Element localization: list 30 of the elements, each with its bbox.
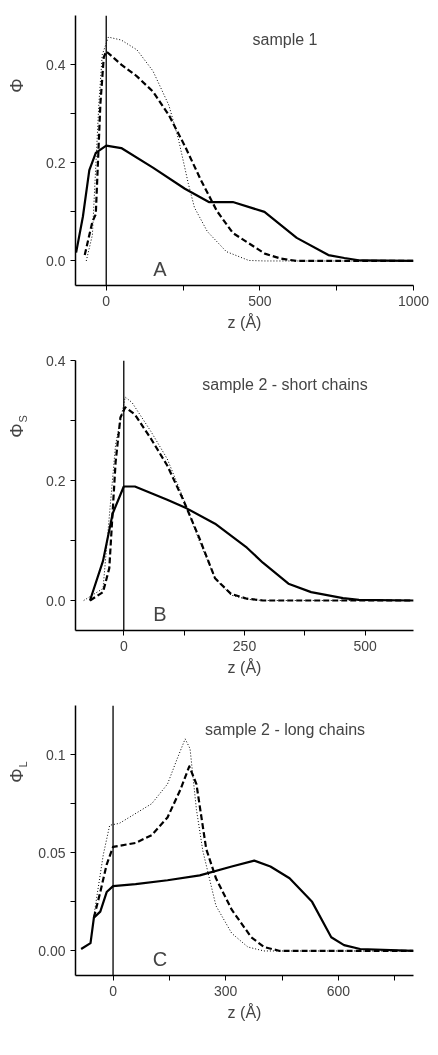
annotation: A <box>153 258 168 281</box>
x-tick-label: 0 <box>102 292 111 309</box>
x-tick-label: 0 <box>109 982 118 999</box>
x-tick-label: 0 <box>119 637 128 654</box>
x-axis-title: z (Å) <box>227 1002 262 1021</box>
x-axis-title: z (Å) <box>227 312 262 331</box>
x-tick-label: 250 <box>232 637 257 654</box>
annotation: sample 2 - long chains <box>205 720 366 738</box>
y-axis-title: ΦL <box>6 761 29 783</box>
x-axis-title: z (Å) <box>227 657 262 676</box>
y-tick-label: 0.4 <box>46 352 66 369</box>
annotation: sample 1 <box>252 30 318 48</box>
x-tick-label: 600 <box>326 982 351 999</box>
x-tick-label: 1000 <box>397 292 430 309</box>
y-tick-label: 0.2 <box>46 472 66 489</box>
y-tick-label: 0.00 <box>38 942 66 959</box>
y-tick-label: 0.2 <box>46 154 66 171</box>
y-tick-label: 0.4 <box>46 56 66 73</box>
y-tick-label: 0.0 <box>46 592 66 609</box>
x-tick-label: 500 <box>353 637 378 654</box>
y-tick-label: 0.0 <box>46 252 66 269</box>
annotation: B <box>153 603 167 626</box>
y-axis-title: ΦS <box>6 415 29 438</box>
x-tick-label: 500 <box>248 292 272 309</box>
y-tick-label: 0.05 <box>38 844 66 861</box>
annotation: sample 2 - short chains <box>202 375 368 393</box>
y-axis-title: Φ <box>6 78 27 93</box>
x-tick-label: 300 <box>214 982 238 999</box>
annotation: C <box>152 948 168 971</box>
y-tick-label: 0.1 <box>46 746 66 763</box>
